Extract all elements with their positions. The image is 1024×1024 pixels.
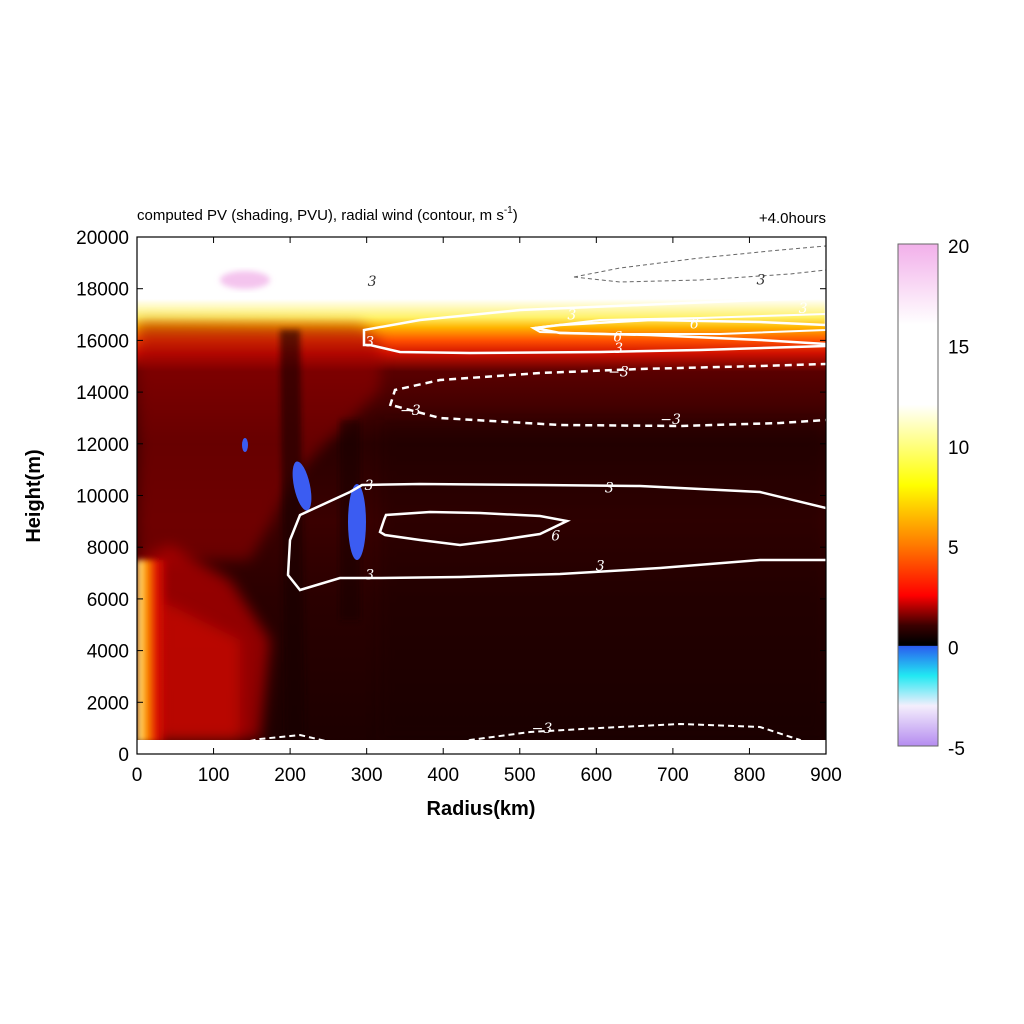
contour-label: −3 — [660, 412, 681, 428]
x-tick-label: 600 — [580, 765, 612, 786]
contour-label: 3 — [605, 481, 614, 497]
time-label: +4.0hours — [759, 210, 826, 227]
y-tick-label: 6000 — [87, 590, 129, 611]
colorbar-tick-label: 0 — [948, 639, 959, 660]
x-tick-label: 500 — [504, 765, 536, 786]
colorbar-tick-label: 20 — [948, 237, 969, 258]
title-superscript: -1 — [504, 205, 513, 216]
contour-label: 3 — [799, 301, 808, 317]
y-tick-label: 16000 — [76, 331, 129, 352]
contour-minus3-tropo — [388, 362, 826, 407]
contour-minus3-low — [449, 722, 807, 749]
y-tick-label: 12000 — [76, 435, 129, 456]
x-tick-label: 700 — [657, 765, 689, 786]
y-tick-label: 20000 — [76, 228, 129, 249]
contour-label: 3 — [365, 335, 374, 351]
x-tick-label: 800 — [734, 765, 766, 786]
x-axis-label: Radius(km) — [427, 798, 536, 820]
y-tick-label: 18000 — [76, 280, 129, 301]
colorbar-tick-label: 15 — [948, 337, 969, 358]
contour-plus6-mid — [378, 510, 571, 547]
x-tick-label: 0 — [132, 765, 143, 786]
contour-plus6-upper — [529, 312, 826, 335]
contour-label: 3 — [596, 558, 605, 574]
contour-label: 6 — [613, 330, 622, 346]
radial-wind-contours — [229, 245, 826, 749]
x-tick-label: 400 — [427, 765, 459, 786]
contour-label: 3 — [567, 308, 576, 324]
contour-label: 3 — [614, 341, 623, 357]
y-tick-label: 4000 — [87, 642, 129, 663]
x-tick-label: 200 — [274, 765, 306, 786]
chart-title: computed PV (shading, PVU), radial wind … — [137, 205, 518, 224]
contour-label: 3 — [365, 567, 374, 583]
contour-label: −3 — [608, 364, 629, 380]
colorbar-tick-label: 10 — [948, 438, 969, 459]
y-axis: 0 2000 4000 6000 8000 10000 12000 14000 16000 180… — [76, 228, 826, 766]
contour-label: 6 — [690, 317, 699, 333]
contour-minus3-top — [573, 245, 826, 278]
x-axis: 0 100 200 300 400 500 600 700 800 900 — [132, 237, 842, 786]
y-tick-label: 0 — [118, 745, 129, 766]
x-tick-label: 100 — [198, 765, 230, 786]
colorbar — [897, 243, 939, 747]
contour-label: 6 — [551, 529, 560, 545]
y-axis-label: Height(m) — [23, 449, 45, 542]
y-tick-label: 10000 — [76, 487, 129, 508]
contour-label: −3 — [400, 403, 421, 419]
title-suffix: ) — [513, 207, 518, 224]
contour-label: −3 — [532, 721, 553, 737]
colorbar-ticks: 20 15 10 5 0 -5 — [948, 237, 969, 760]
colorbar-tick-label: 5 — [948, 538, 959, 559]
pv-shading-field — [137, 237, 826, 754]
contour-label: 3 — [365, 478, 374, 494]
x-tick-label: 900 — [810, 765, 842, 786]
colorbar-tick-label: -5 — [948, 739, 965, 760]
y-tick-label: 2000 — [87, 693, 129, 714]
x-tick-label: 300 — [351, 765, 383, 786]
y-tick-label: 14000 — [76, 383, 129, 404]
y-tick-label: 8000 — [87, 538, 129, 559]
title-main: computed PV (shading, PVU), radial wind … — [137, 207, 504, 224]
contour-label: 3 — [756, 273, 765, 289]
contour-label: 3 — [368, 274, 377, 290]
contour-plus3-mid — [286, 490, 826, 592]
